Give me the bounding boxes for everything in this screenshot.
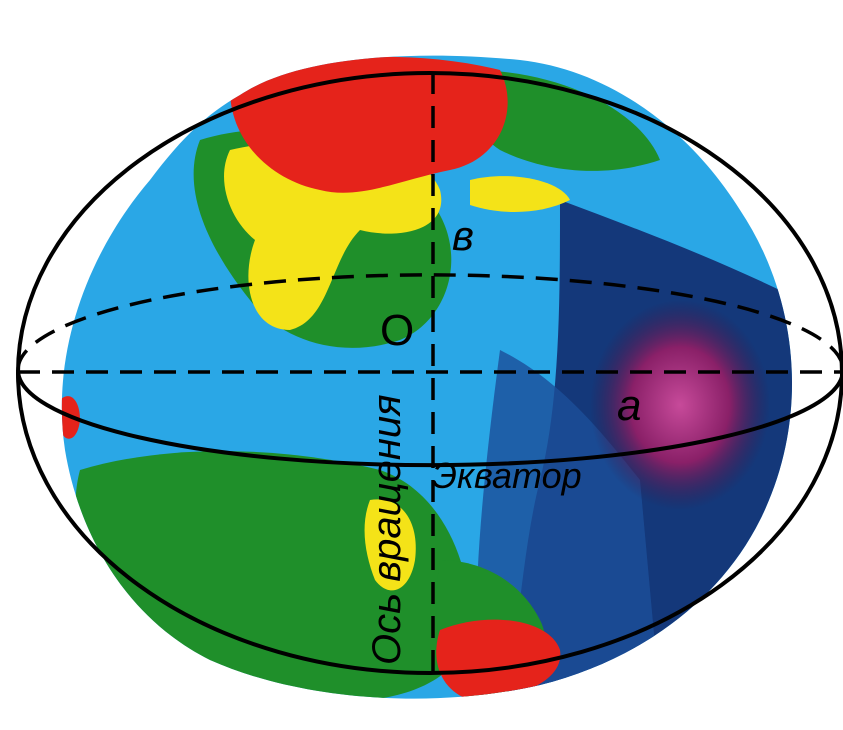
label-rotation-axis: Ось вращения xyxy=(365,394,409,665)
label-center: O xyxy=(380,306,414,355)
yellow-region-east xyxy=(470,176,570,212)
label-semi-minor-axis: в xyxy=(452,212,474,259)
label-semi-major-axis: a xyxy=(617,381,641,430)
label-equator: Экватор xyxy=(432,455,582,496)
magenta-depression xyxy=(590,300,770,510)
red-peak-south xyxy=(436,619,561,699)
yellow-region-south xyxy=(364,499,416,591)
equator-front-arc xyxy=(16,369,843,468)
green-region-south xyxy=(75,451,470,699)
equator-back-arc xyxy=(16,273,843,371)
green-region-northeast xyxy=(466,70,660,171)
red-peak-north xyxy=(230,56,508,193)
axes xyxy=(18,72,843,675)
geoid-globe xyxy=(61,55,793,699)
